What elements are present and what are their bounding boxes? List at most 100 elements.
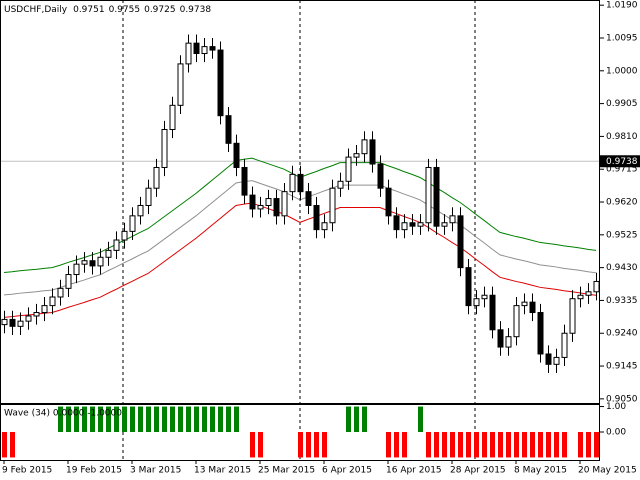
x-tick-label: 6 Apr 2015	[322, 466, 372, 476]
plot	[0, 34, 600, 458]
candle-body	[249, 194, 256, 210]
y-tick-label: 0.9620	[606, 198, 638, 208]
candle-body	[537, 312, 544, 355]
candle-body	[1, 318, 8, 326]
candle-body	[529, 301, 536, 314]
wave-bar	[170, 406, 175, 432]
candle-body	[409, 222, 416, 227]
wave-bar	[210, 406, 215, 432]
x-tick-label: 25 Mar 2015	[258, 466, 315, 476]
candle-body	[17, 320, 24, 327]
wave-bar	[130, 406, 135, 432]
candle-body	[169, 104, 176, 130]
y-tick-label: 1.0000	[606, 66, 638, 76]
x-tick-label: 19 Feb 2015	[66, 466, 122, 476]
wave-bar	[2, 432, 7, 458]
candle-body	[113, 239, 120, 251]
wave-bar	[346, 406, 351, 432]
last-price-label: 0.9738	[606, 157, 638, 167]
candle-body	[345, 156, 352, 182]
wave-bar	[66, 406, 71, 432]
wave-bar	[386, 432, 391, 458]
candle-body	[297, 173, 304, 193]
candle-body	[41, 305, 48, 314]
wave-bar	[138, 406, 143, 432]
candle-body	[513, 305, 520, 338]
wave-bar	[162, 406, 167, 432]
candle-body	[377, 163, 384, 189]
wave-bar	[314, 432, 319, 458]
wave-bar	[114, 406, 119, 432]
y-tick-label: 1.0190	[606, 1, 638, 11]
x-tick-label: 13 Mar 2015	[194, 466, 251, 476]
wave-bar	[250, 432, 255, 458]
wave-bar	[538, 432, 543, 458]
candle-body	[81, 260, 88, 265]
candle-body	[329, 187, 336, 224]
candle-body	[89, 260, 96, 267]
wave-bar	[322, 432, 327, 458]
candle-body	[73, 263, 80, 276]
wave-bar	[394, 432, 399, 458]
wave-bar	[546, 432, 551, 458]
wave-bar	[74, 406, 79, 432]
wave-bar	[354, 406, 359, 432]
wave-bar	[578, 432, 583, 458]
wave-bar	[98, 406, 103, 432]
candle-body	[353, 153, 360, 158]
x-tick-label: 8 May 2015	[514, 466, 567, 476]
candle-body	[553, 356, 560, 365]
x-tick-label: 20 May 2015	[578, 466, 637, 476]
candle-body	[289, 173, 296, 193]
candle-body	[201, 46, 208, 55]
indicator-title: Wave (34) 0.0000 -1.0000	[4, 409, 122, 419]
candle-body	[441, 222, 448, 227]
candle-body	[569, 298, 576, 334]
candle-body	[337, 180, 344, 189]
symbol: USDCHF,Daily	[4, 5, 68, 15]
quote-open: 0.9751	[73, 5, 105, 15]
candle-body	[25, 315, 32, 322]
y-tick-label: 0.9050	[606, 394, 638, 404]
y-tick-label: 0.9810	[606, 132, 638, 142]
candle-body	[321, 222, 328, 231]
candle-body	[177, 63, 184, 106]
candle-body	[137, 204, 144, 217]
wave-bar	[362, 406, 367, 432]
candle-body	[465, 267, 472, 307]
y-tick-label: 1.0095	[606, 33, 638, 43]
wave-bar	[498, 432, 503, 458]
candle-body	[121, 230, 128, 241]
candle-body	[505, 336, 512, 348]
wave-bar	[226, 406, 231, 432]
wave-bar	[458, 432, 463, 458]
wave-bar	[514, 432, 519, 458]
wave-bar	[186, 406, 191, 432]
wave-bar	[402, 432, 407, 458]
y-tick-label: 0.9430	[606, 263, 638, 273]
candle-body	[585, 291, 592, 296]
candle-body	[473, 298, 480, 307]
y-tick-label: 0.9715	[606, 165, 638, 175]
wave-bar	[298, 432, 303, 458]
wave-bar	[466, 432, 471, 458]
wave-bar	[58, 406, 63, 432]
wave-bar	[106, 406, 111, 432]
candle-body	[313, 204, 320, 231]
candle-body	[209, 46, 216, 51]
wave-bar	[594, 432, 599, 458]
wave-bar	[586, 432, 591, 458]
x-tick-label: 3 Mar 2015	[130, 466, 181, 476]
candle-body	[545, 353, 552, 365]
quote-low: 0.9725	[144, 5, 176, 15]
main-frame	[0, 0, 600, 404]
wave-bar	[10, 432, 15, 458]
y-tick-label: 0.9335	[606, 296, 638, 306]
wave-bar	[418, 406, 423, 432]
candle-body	[233, 142, 240, 168]
chart-title: USDCHF,Daily 0.9751 0.9755 0.9725 0.9738	[4, 5, 211, 15]
wave-bar	[306, 432, 311, 458]
candle-body	[257, 204, 264, 210]
sub-frame	[0, 404, 600, 461]
